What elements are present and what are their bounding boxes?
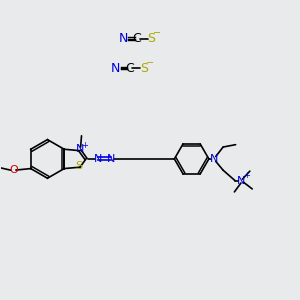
Text: C: C: [125, 62, 134, 75]
Text: N: N: [111, 62, 121, 75]
Text: −: −: [146, 58, 154, 68]
Text: S: S: [148, 32, 155, 45]
Text: N: N: [94, 154, 102, 164]
Text: N: N: [237, 176, 245, 186]
Text: S: S: [140, 62, 148, 75]
Text: N: N: [107, 154, 116, 164]
Text: −: −: [153, 28, 161, 38]
Text: N: N: [210, 154, 218, 164]
Text: +: +: [81, 141, 88, 150]
Text: +: +: [244, 171, 250, 180]
Text: C: C: [132, 32, 141, 45]
Text: O: O: [9, 165, 18, 175]
Text: N: N: [76, 144, 84, 154]
Text: S: S: [75, 161, 82, 171]
Text: N: N: [118, 32, 128, 45]
